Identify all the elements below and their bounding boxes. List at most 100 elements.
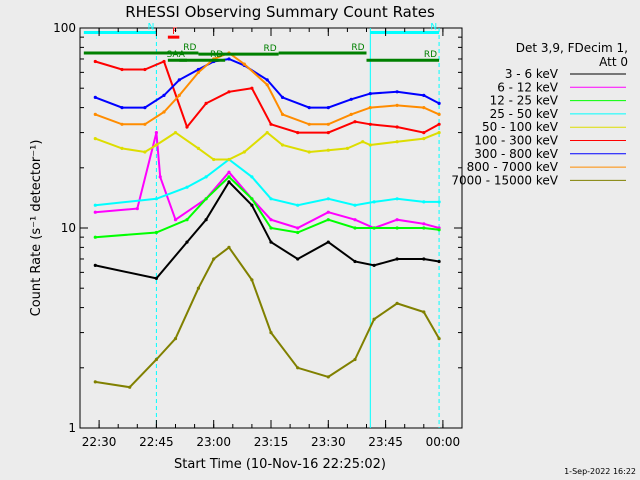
render-timestamp: 1-Sep-2022 16:22 <box>564 467 636 476</box>
y-axis-label: Count Rate (s⁻¹ detector⁻¹) <box>29 140 44 317</box>
data-point-25-50-kev-9 <box>353 203 357 207</box>
overlay-label-7: RD <box>210 50 223 60</box>
data-point-3-6-kev-10 <box>372 263 376 267</box>
data-point-25-50-kev-3 <box>204 175 208 179</box>
data-point-12-25-kev-6 <box>269 226 273 230</box>
data-point-800-7000-kev-5 <box>196 70 200 74</box>
data-point-3-6-kev-3 <box>204 218 208 222</box>
data-point-3-6-kev-7 <box>296 257 300 261</box>
data-point-50-100-kev-5 <box>196 146 200 150</box>
data-point-7000-15000-kev-1 <box>128 385 132 389</box>
data-point-6-12-kev-4 <box>173 218 178 222</box>
data-point-25-50-kev-5 <box>250 175 254 179</box>
data-point-7000-15000-kev-12 <box>372 317 376 321</box>
series-line-3-6-kev <box>95 180 440 280</box>
overlay-label-6: RD <box>424 50 437 60</box>
data-point-3-6-kev-2 <box>185 240 189 244</box>
y-tick-label-2: 100 <box>53 21 76 35</box>
data-point-12-25-kev-13 <box>437 228 441 232</box>
data-point-800-7000-kev-11 <box>307 122 311 126</box>
axis-layer: 22:30 22:45 23:00 23:15 23:30 23:45 00:00 1 10 10… <box>53 21 462 449</box>
data-point-300-800-kev-10 <box>280 95 285 99</box>
data-point-3-6-kev-4 <box>227 180 231 184</box>
overlay-label-2: F <box>172 27 177 37</box>
data-point-800-7000-kev-1 <box>120 122 124 126</box>
data-point-50-100-kev-17 <box>422 137 426 141</box>
data-point-800-7000-kev-12 <box>326 122 330 126</box>
legend-label-3-6-kev: 3 - 6 keV <box>505 67 559 81</box>
legend-label-50-100-kev: 50 - 100 keV <box>482 120 559 134</box>
data-point-3-6-kev-13 <box>437 259 441 264</box>
data-point-50-100-kev-8 <box>242 150 246 154</box>
series-line-100-300-kev <box>95 60 440 134</box>
y-tick-label-0: 1 <box>68 421 76 435</box>
data-point-7000-15000-kev-10 <box>326 375 330 379</box>
series-line-12-25-kev <box>95 175 440 239</box>
data-point-50-100-kev-9 <box>265 131 269 135</box>
overlay-label-3: RD <box>183 43 196 53</box>
data-point-300-800-kev-4 <box>177 78 181 82</box>
data-point-300-800-kev-12 <box>326 106 330 110</box>
data-point-12-25-kev-12 <box>422 226 426 230</box>
data-point-6-12-kev-14 <box>422 222 426 226</box>
data-point-100-300-kev-9 <box>296 131 300 135</box>
data-point-50-100-kev-13 <box>345 146 349 150</box>
data-point-7000-15000-kev-3 <box>173 337 178 341</box>
data-point-7000-15000-kev-5 <box>212 257 216 261</box>
data-point-50-100-kev-2 <box>143 150 147 154</box>
data-point-12-25-kev-10 <box>372 226 376 230</box>
data-point-50-100-kev-10 <box>280 143 285 147</box>
data-point-50-100-kev-6 <box>212 157 216 162</box>
series-line-25-50-kev <box>95 158 440 207</box>
data-point-7000-15000-kev-4 <box>196 286 200 290</box>
x-tick-label-6: 00:00 <box>426 435 461 449</box>
series-line-300-800-kev <box>94 57 440 109</box>
legend-label-25-50-kev: 25 - 50 keV <box>490 107 559 121</box>
data-point-800-7000-kev-10 <box>280 112 285 116</box>
data-point-12-25-kev-2 <box>185 218 189 222</box>
data-point-800-7000-kev-2 <box>143 122 147 126</box>
x-tick-label-5: 23:45 <box>368 435 403 449</box>
data-point-3-6-kev-5 <box>250 203 254 207</box>
data-point-6-12-kev-10 <box>326 210 330 214</box>
data-point-300-800-kev-14 <box>368 92 372 96</box>
data-point-50-100-kev-11 <box>307 150 311 154</box>
x-tick-label-1: 22:45 <box>139 435 174 449</box>
data-point-50-100-kev-12 <box>326 148 330 152</box>
data-point-6-12-kev-13 <box>395 218 399 222</box>
overlay-label-1: N <box>430 22 437 32</box>
data-point-50-100-kev-4 <box>173 131 178 135</box>
series-line-6-12-kev <box>95 132 440 230</box>
data-point-100-300-kev-4 <box>185 125 189 129</box>
data-point-7000-15000-kev-9 <box>296 366 300 370</box>
data-point-800-7000-kev-16 <box>422 106 426 110</box>
data-point-12-25-kev-8 <box>326 218 330 222</box>
data-point-300-800-kev-5 <box>196 67 200 72</box>
data-point-300-800-kev-7 <box>227 57 231 61</box>
data-point-50-100-kev-3 <box>154 143 158 147</box>
data-point-100-300-kev-13 <box>395 125 399 129</box>
data-point-100-300-kev-3 <box>162 59 166 64</box>
data-point-3-6-kev-1 <box>154 276 158 280</box>
data-point-50-100-kev-0 <box>93 137 97 141</box>
data-point-6-12-kev-6 <box>227 170 231 174</box>
data-point-50-100-kev-14 <box>361 140 365 144</box>
data-point-12-25-kev-7 <box>296 230 300 235</box>
overlay-label-5: RD <box>351 43 364 53</box>
data-point-100-300-kev-5 <box>204 101 208 105</box>
x-axis-label: Start Time (10-Nov-16 22:25:02) <box>174 457 386 472</box>
data-point-800-7000-kev-15 <box>395 103 399 107</box>
data-point-100-300-kev-7 <box>250 86 254 90</box>
data-point-7000-15000-kev-7 <box>250 278 254 282</box>
data-point-25-50-kev-2 <box>185 185 189 189</box>
data-point-7000-15000-kev-15 <box>437 337 441 341</box>
chart-title: RHESSI Observing Summary Count Rates <box>125 3 435 21</box>
data-point-12-25-kev-1 <box>154 230 158 235</box>
data-point-6-12-kev-3 <box>158 175 162 179</box>
data-point-800-7000-kev-9 <box>265 83 269 87</box>
data-point-300-800-kev-9 <box>265 78 269 82</box>
data-point-3-6-kev-12 <box>422 257 426 261</box>
data-point-300-800-kev-15 <box>395 90 399 94</box>
